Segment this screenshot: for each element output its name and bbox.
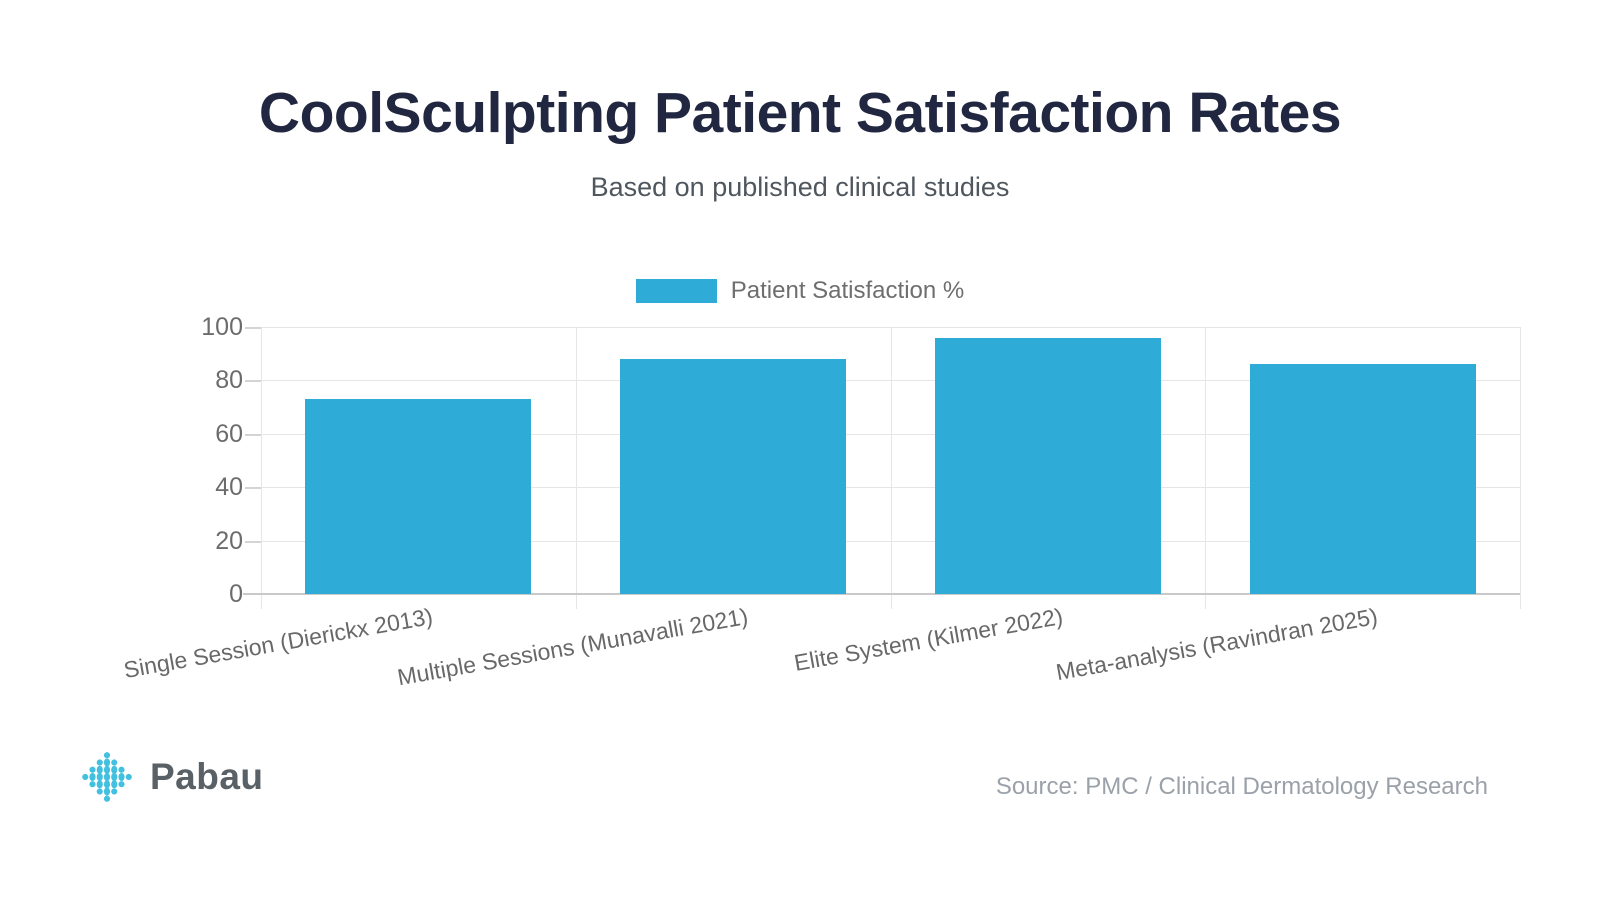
legend-swatch <box>635 279 717 303</box>
gridline-vertical <box>261 327 262 609</box>
y-axis-tick <box>245 327 261 329</box>
y-axis-label: 40 <box>215 473 243 501</box>
x-axis-label: Elite System (Kilmer 2022) <box>791 603 1065 676</box>
y-axis-tick <box>245 434 261 436</box>
brand-name: Pabau <box>150 756 264 797</box>
bar <box>620 359 846 594</box>
gridline-vertical <box>576 327 577 609</box>
pabau-dots-icon <box>82 752 132 802</box>
source-attribution: Source: PMC / Clinical Dermatology Resea… <box>995 773 1488 800</box>
gridline-vertical <box>1520 327 1521 609</box>
legend-item[interactable]: Patient Satisfaction % <box>635 277 965 305</box>
y-axis-tick <box>245 380 261 382</box>
y-axis-label: 100 <box>201 313 243 341</box>
legend-label: Patient Satisfaction % <box>730 277 965 304</box>
gridline-horizontal <box>261 434 1520 435</box>
gridline-vertical <box>891 327 892 609</box>
chart-title: CoolSculpting Patient Satisfaction Rates <box>258 81 1342 145</box>
bar <box>305 399 531 594</box>
brand-logo: Pabau <box>78 748 264 806</box>
bar <box>1250 364 1476 594</box>
y-axis-label: 0 <box>229 580 243 608</box>
x-axis-label: Meta-analysis (Ravindran 2025) <box>1053 603 1380 686</box>
gridline-horizontal <box>261 541 1520 542</box>
gridline-vertical <box>1205 327 1206 609</box>
gridline-horizontal <box>261 327 1520 328</box>
bar <box>935 338 1161 594</box>
chart-subtitle: Based on published clinical studies <box>590 172 1010 202</box>
x-axis-label: Multiple Sessions (Munavalli 2021) <box>395 603 750 691</box>
x-axis-baseline <box>243 593 1520 595</box>
gridline-horizontal <box>261 380 1520 381</box>
legend: Patient Satisfaction % <box>0 277 1600 305</box>
x-axis-label: Single Session (Dierickx 2013) <box>121 603 435 683</box>
y-axis-label: 60 <box>215 420 243 448</box>
gridline-horizontal <box>261 487 1520 488</box>
y-axis-tick <box>245 487 261 489</box>
y-axis-label: 20 <box>215 527 243 555</box>
y-axis-label: 80 <box>215 366 243 394</box>
plot-area <box>243 327 1521 609</box>
y-axis-tick <box>245 541 261 543</box>
